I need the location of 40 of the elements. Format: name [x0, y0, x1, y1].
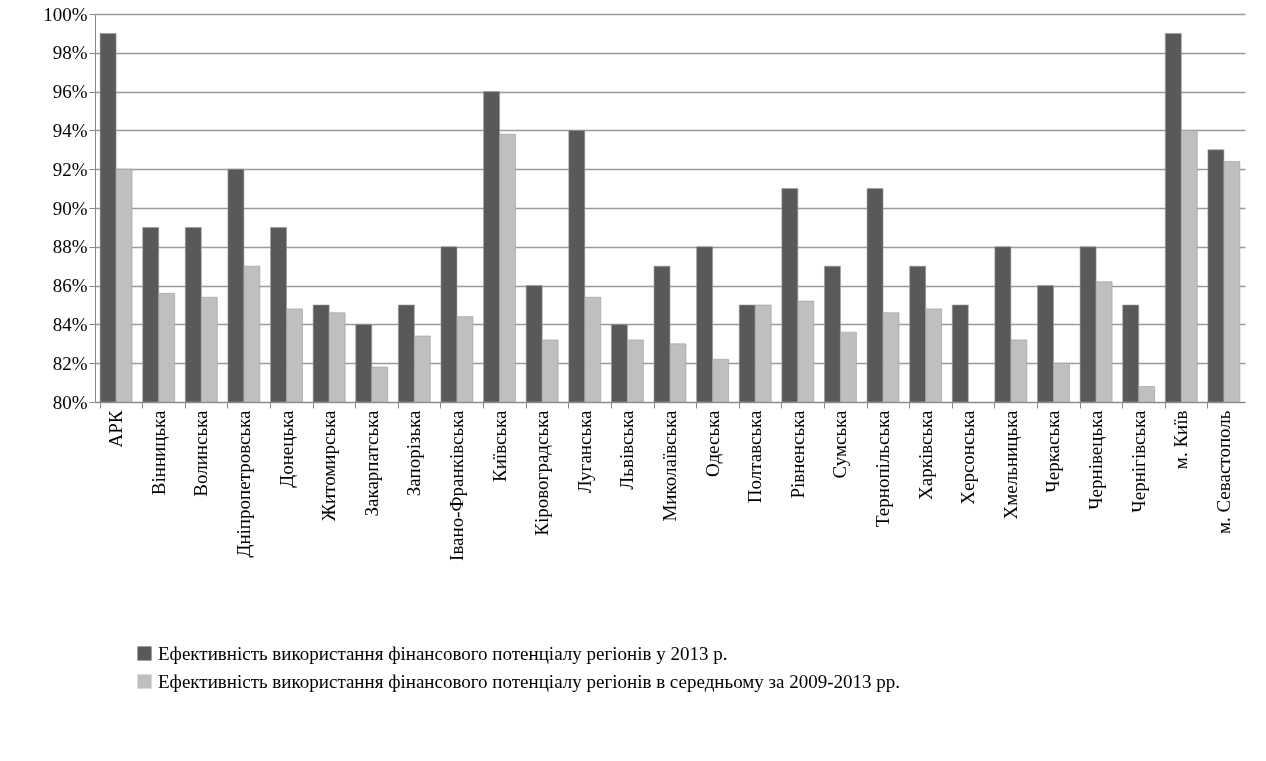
y-tick-label: 84% — [52, 313, 88, 335]
x-tick-label: Черкаська — [1042, 409, 1064, 493]
x-tick-label: Рівненська — [786, 409, 808, 499]
x-tick-label: Кіровоградська — [531, 409, 553, 536]
x-tick-label: Хмельницька — [999, 409, 1021, 520]
x-tick-label: Київська — [488, 409, 510, 482]
y-tick-label: 88% — [52, 236, 88, 258]
x-tick-label: Херсонська — [957, 409, 979, 505]
y-tick-label: 92% — [52, 158, 88, 180]
x-tick-label: Полтавська — [744, 409, 766, 504]
x-tick-label: Сумська — [829, 409, 851, 479]
x-tick-label: Волинська — [190, 409, 212, 497]
y-tick-label: 86% — [52, 275, 88, 297]
y-tick-label: 80% — [52, 391, 88, 413]
x-tick-label: Закарпатська — [360, 409, 382, 517]
x-tick-label: м. Севастополь — [1212, 410, 1234, 535]
y-tick-label: 100% — [43, 3, 88, 25]
x-tick-label: м. Київ — [1170, 410, 1192, 470]
x-tick-label: Тернопільська — [872, 409, 894, 528]
y-tick-label: 90% — [52, 197, 88, 219]
x-tick-label: Луганська — [573, 409, 595, 494]
legend-label: Ефективність використання фінансового потенціалу регіонів у 2013 р. — [158, 642, 728, 664]
x-tick-label: Донецька — [275, 409, 297, 488]
x-tick-label: Харківська — [914, 409, 936, 500]
x-tick-label: АРК — [105, 410, 127, 448]
x-tick-label: Житомирська — [318, 409, 340, 522]
x-tick-label: Івано-Франківська — [445, 409, 467, 561]
x-tick-label: Чернігівська — [1127, 409, 1149, 513]
x-tick-label: Запорізька — [403, 409, 425, 497]
x-tick-label: Вінницька — [147, 409, 169, 496]
y-tick-label: 96% — [52, 81, 88, 103]
x-tick-label: Львівська — [616, 409, 638, 490]
x-tick-label: Миколаївська — [659, 409, 680, 522]
x-tick-label: Чернівецька — [1085, 409, 1107, 510]
y-tick-label: 98% — [52, 42, 88, 64]
y-tick-label: 82% — [52, 352, 88, 374]
x-tick-label: Одеська — [701, 409, 723, 478]
legend-label: Ефективність використання фінансового потенціалу регіонів в середньому за 2009-2013 рр. — [158, 670, 901, 692]
y-tick-label: 94% — [52, 119, 88, 141]
x-tick-label: Дніпропетровська — [232, 409, 254, 558]
